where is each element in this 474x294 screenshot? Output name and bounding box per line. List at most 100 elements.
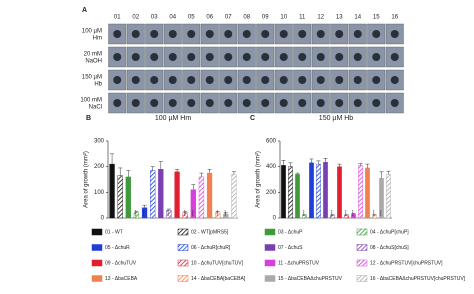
- plate-well: [150, 76, 159, 84]
- plate-well: [353, 53, 362, 61]
- bar: [174, 171, 180, 219]
- plate-well: [242, 30, 251, 38]
- column-label: 02: [132, 15, 139, 21]
- plate-well: [168, 30, 177, 38]
- plate-well: [261, 30, 270, 38]
- error-bar: [379, 171, 384, 179]
- significance-label: ****: [351, 209, 356, 216]
- plate-well: [335, 30, 344, 38]
- plate-well: [353, 99, 362, 107]
- plate-well: [353, 76, 362, 84]
- plate-well: [372, 76, 381, 84]
- significance-label: ****: [379, 209, 384, 216]
- column-label: 14: [354, 15, 361, 21]
- error-bar: [372, 214, 377, 216]
- plate-well: [187, 30, 196, 38]
- column-label: 07: [225, 15, 232, 21]
- plate-well: [131, 76, 140, 84]
- y-tick-label: 400: [266, 164, 277, 170]
- plate-well: [187, 53, 196, 61]
- significance-label: ****: [190, 209, 195, 216]
- error-bar: [344, 214, 349, 216]
- legend-swatch: [264, 275, 276, 282]
- error-bar: [295, 172, 300, 175]
- column-label: 12: [317, 15, 324, 21]
- plate-well: [224, 76, 233, 84]
- y-tick-label: 0: [273, 216, 277, 222]
- plate-well: [150, 53, 159, 61]
- plate-well: [372, 30, 381, 38]
- plate-well: [205, 76, 214, 84]
- bar: [150, 170, 156, 219]
- plate-well: [131, 99, 140, 107]
- legend-label: 04 - ΔchuP[chuP]: [370, 229, 409, 235]
- error-bar: [337, 163, 342, 167]
- error-bar: [158, 161, 163, 170]
- plate-well: [131, 53, 140, 61]
- plate-well: [168, 53, 177, 61]
- column-label: 11: [299, 15, 306, 21]
- row-label: 20 mM NaOH: [84, 51, 102, 64]
- plate-well: [316, 30, 325, 38]
- legend-swatch: [177, 259, 189, 267]
- plate-well: [279, 76, 288, 84]
- plate-well: [316, 76, 325, 84]
- column-label: 10: [280, 15, 287, 21]
- plate-well: [279, 99, 288, 107]
- bar: [386, 174, 391, 219]
- legend-label: 02 - WT[pMRS5]: [191, 229, 229, 235]
- error-bar: [223, 212, 228, 215]
- column-label: 01: [114, 15, 121, 21]
- legend-swatch: [177, 228, 189, 236]
- legend-label: 09 - ΔchuTUV: [105, 260, 137, 266]
- bar: [281, 165, 286, 219]
- column-label: 13: [336, 15, 343, 21]
- error-bar: [231, 171, 236, 175]
- legend-label: 10 - ΔchuTUV[chuTUV]: [191, 260, 244, 266]
- plate-well: [335, 53, 344, 61]
- column-label: 06: [206, 15, 213, 21]
- legend-swatch: [91, 228, 103, 236]
- legend-swatch: [356, 244, 368, 251]
- legend-label: 15 - ΔbaCEBAΔchuPRSTUV: [278, 276, 343, 282]
- error-bar: [183, 211, 188, 213]
- y-tick-label: 0: [101, 216, 105, 222]
- y-axis-label: Area of growth (mm²): [256, 151, 262, 208]
- bar: [231, 174, 237, 219]
- plate-well: [316, 53, 325, 61]
- error-bar: [134, 211, 139, 213]
- error-bar: [207, 168, 212, 174]
- y-tick-label: 100: [94, 190, 105, 196]
- bar: [309, 162, 314, 219]
- legend-swatch: [264, 259, 276, 267]
- legend-swatch: [356, 228, 368, 236]
- plate-well: [316, 99, 325, 107]
- y-tick-label: 200: [94, 164, 105, 170]
- row-label: 100 µM Hm: [82, 28, 102, 41]
- significance-label: ****: [142, 209, 147, 216]
- plate-well: [298, 76, 307, 84]
- legend-label: 11 - ΔchuPRSTUV: [278, 260, 320, 266]
- y-tick-label: 600: [266, 139, 277, 145]
- significance-label: ****: [223, 209, 228, 216]
- legend-swatch: [91, 259, 103, 267]
- error-bar: [142, 204, 147, 208]
- bar: [158, 169, 164, 219]
- bar: [288, 166, 293, 219]
- significance-label: ****: [134, 209, 139, 216]
- panel-label: C: [250, 115, 255, 122]
- bar: [125, 176, 131, 219]
- plate-well: [224, 53, 233, 61]
- error-bar: [215, 211, 220, 213]
- plate-well: [168, 76, 177, 84]
- plate-well: [113, 53, 122, 61]
- legend-swatch: [356, 275, 368, 282]
- plate-well: [187, 99, 196, 107]
- error-bar: [358, 163, 363, 166]
- legend-swatch: [91, 244, 103, 251]
- legend-swatch: [356, 259, 368, 267]
- panel-label: A: [82, 7, 87, 14]
- plate-well: [372, 53, 381, 61]
- plate-well: [390, 99, 399, 107]
